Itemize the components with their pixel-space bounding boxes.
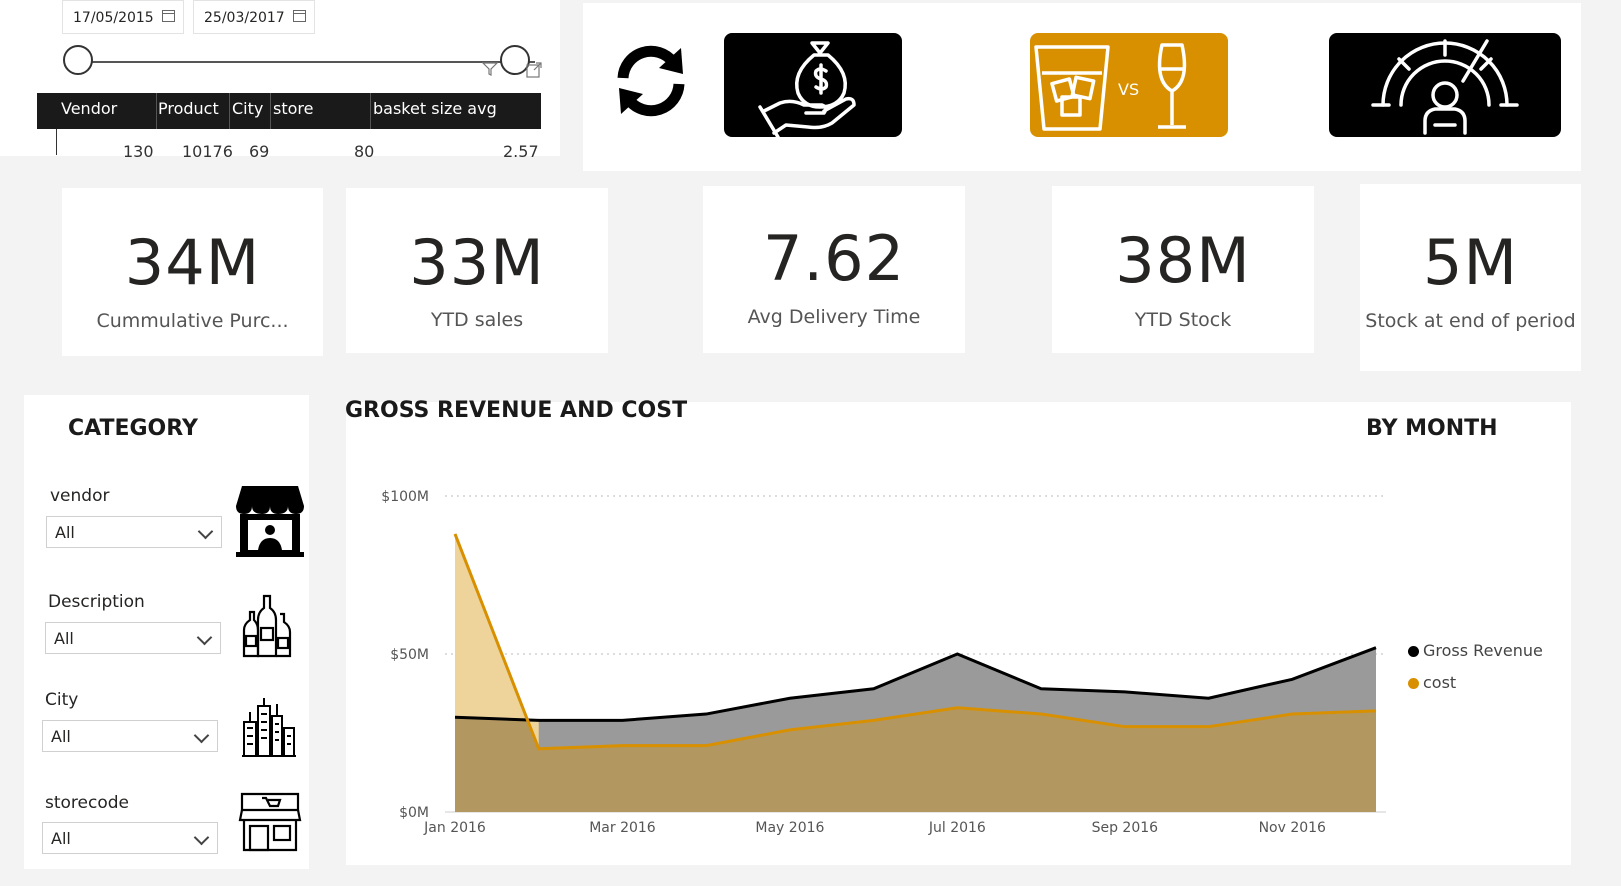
slider-start-handle[interactable] [63,45,93,75]
column-divider [229,93,230,129]
city-label: City [45,690,79,710]
city-dropdown[interactable]: All [42,720,218,752]
whisky-vs-wine-icon: VS [1034,43,1187,131]
kpi-card-stock-end-of-period: 5M Stock at end of period [1360,184,1581,371]
cost-line [453,533,1377,751]
kpi-card-avg-delivery-time: 7.62 Avg Delivery Time [703,186,965,353]
bottles-icon [242,594,292,658]
kpi-value: 33M [409,226,545,299]
slider-end-handle[interactable] [500,45,530,75]
table-header: Vendor Product City store basket size av… [37,93,541,129]
column-divider [370,93,371,129]
dropdown-value: All [51,727,71,746]
kpi-label: Cummulative Purc... [96,310,289,332]
calendar-icon[interactable] [162,10,175,22]
kpi-label: Avg Delivery Time [747,306,921,328]
gross-revenue-line [454,646,1377,722]
kpi-value: 34M [124,226,261,299]
refresh-icon[interactable] [611,40,691,122]
chart-title: GROSS REVENUE AND COST [345,398,688,423]
y-tick-label: $100M [381,489,429,505]
start-date-value: 17/05/2015 [73,10,154,26]
description-label: Description [48,592,145,612]
kpi-label: Stock at end of period [1365,310,1576,332]
legend-item-cost[interactable]: cost [1408,673,1456,692]
legend-item-gross-revenue[interactable]: Gross Revenue [1408,641,1543,660]
kpi-card-cumulative-purchase: 34M Cummulative Purc... [62,188,323,356]
legend-label: Gross Revenue [1423,641,1543,660]
column-header[interactable]: Product [158,99,219,118]
legend-label: cost [1423,673,1457,692]
dropdown-value: All [51,829,71,848]
filter-icon[interactable] [482,62,498,76]
kpi-label: YTD sales [430,309,524,331]
kpi-card-ytd-stock: 38M YTD Stock [1052,186,1314,353]
vendor-dropdown[interactable]: All [46,516,222,548]
legend-dot-icon [1408,678,1419,689]
kpi-card-ytd-sales: 33M YTD sales [346,188,608,353]
end-date-input[interactable]: 25/03/2017 [193,0,315,34]
column-header[interactable]: City [232,99,264,118]
kpi-value: 7.62 [762,222,906,295]
column-divider [156,93,157,129]
focus-mode-icon[interactable] [526,62,542,78]
x-tick-label: Mar 2016 [589,820,656,836]
table-cell: 80 [354,142,375,161]
column-divider [270,93,271,129]
x-tick-label: May 2016 [755,820,824,836]
speedometer-person-icon [1371,39,1519,135]
calendar-icon[interactable] [293,10,306,22]
table-cell: 69 [249,142,270,161]
vendor-label: vendor [50,486,110,506]
column-header[interactable]: store [273,99,314,118]
x-tick-label: Jul 2016 [928,820,986,836]
start-date-input[interactable]: 17/05/2015 [62,0,184,34]
x-tick-label: Jan 2016 [423,820,486,836]
storecode-dropdown[interactable]: All [42,822,218,854]
column-header[interactable]: basket size avg [373,99,497,118]
product-compare-nav-button[interactable]: VS [1030,33,1228,137]
x-tick-label: Nov 2016 [1259,820,1326,836]
shop-cart-icon [238,792,302,852]
money-bag-hand-icon [758,41,856,139]
description-dropdown[interactable]: All [45,622,221,654]
y-tick-label: $0M [399,805,429,821]
date-range-slider[interactable] [80,61,535,63]
kpi-value: 38M [1115,224,1251,297]
y-tick-label: $50M [390,647,429,663]
city-skyline-icon [242,698,296,757]
category-title: CATEGORY [68,416,198,441]
x-tick-label: Sep 2016 [1092,820,1159,836]
table-cell: 2.57 [503,142,539,161]
row-marker [56,129,57,155]
performance-nav-button[interactable] [1329,33,1561,137]
column-header[interactable]: Vendor [61,99,118,118]
chart-subtitle: BY MONTH [1366,416,1498,441]
storecode-label: storecode [45,793,129,813]
table-cell: 10176 [182,142,233,161]
legend-dot-icon [1408,646,1419,657]
kpi-value: 5M [1423,226,1518,299]
cost-area [455,707,1376,812]
kpi-label: YTD Stock [1134,309,1232,331]
end-date-value: 25/03/2017 [204,10,285,26]
store-front-icon [236,486,304,557]
finance-nav-button[interactable] [724,33,902,139]
dropdown-value: All [54,629,74,648]
dropdown-value: All [55,523,75,542]
vs-label: VS [1118,80,1139,99]
table-cell: 130 [123,142,154,161]
